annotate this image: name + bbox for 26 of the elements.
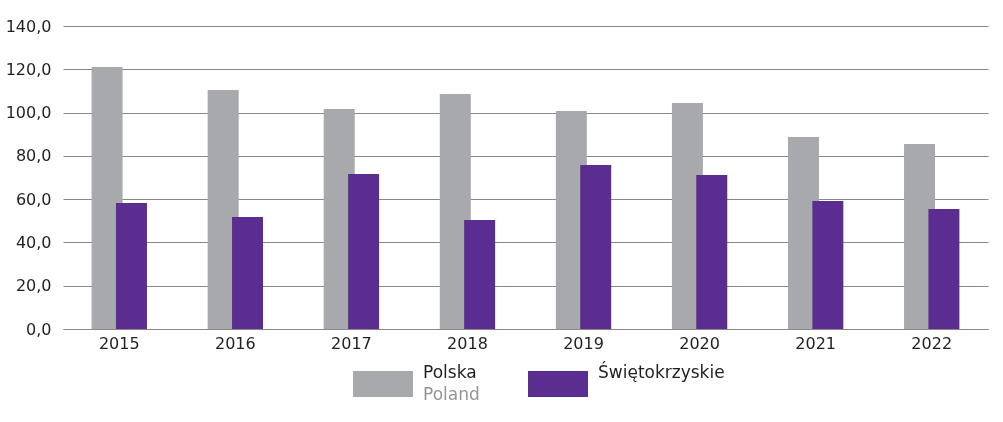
x-tick-label: 2015 <box>98 333 140 353</box>
y-tick-label: 100,0 <box>5 103 52 123</box>
y-tick-label: 20,0 <box>15 276 52 296</box>
bar <box>232 216 264 329</box>
bar <box>115 203 147 329</box>
y-tick-label: 120,0 <box>5 59 52 79</box>
bar <box>348 174 380 329</box>
y-tick-label: 80,0 <box>15 146 52 166</box>
bar <box>812 201 844 329</box>
bar <box>580 164 612 329</box>
x-tick-label: 2021 <box>795 333 837 353</box>
bar <box>464 219 496 329</box>
y-tick-label: 140,0 <box>5 16 52 36</box>
bar <box>928 208 960 329</box>
bar <box>696 174 728 329</box>
y-tick-label: 0,0 <box>26 319 52 339</box>
series-label: Świętokrzyskie <box>598 361 725 382</box>
x-tick-label: 2016 <box>214 333 256 353</box>
y-tick-label: 60,0 <box>15 189 52 209</box>
x-tick-label: 2022 <box>911 333 953 353</box>
x-tick-label: 2018 <box>447 333 488 353</box>
legend-label: Polska Poland <box>423 362 480 404</box>
x-tick-label: 2020 <box>679 333 720 353</box>
x-tick-label: 2017 <box>331 333 372 353</box>
x-tick-label: 2019 <box>563 333 604 353</box>
y-tick-label: 40,0 <box>15 232 52 252</box>
